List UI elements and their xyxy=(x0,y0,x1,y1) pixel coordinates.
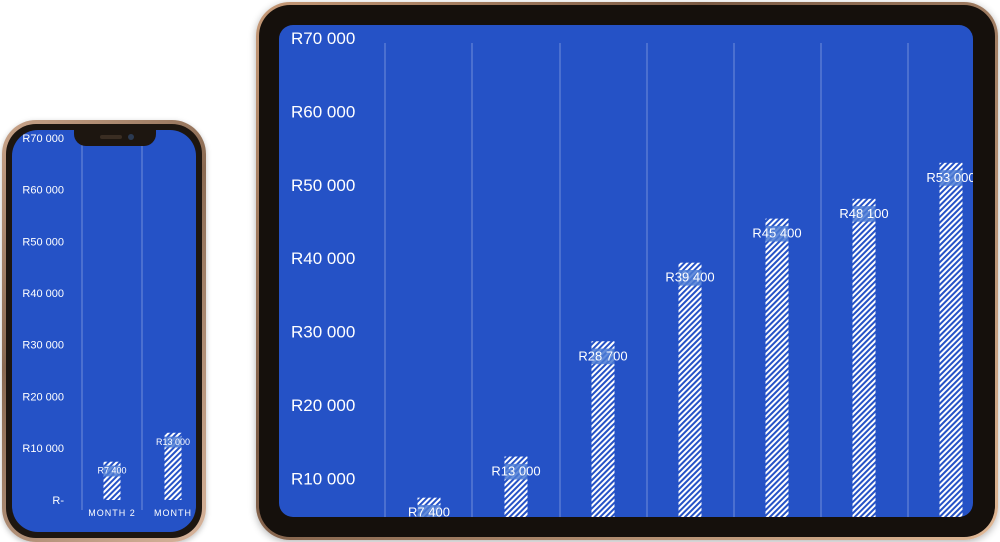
phone-bar-chart: R- R10 000 R20 000 R30 000 R40 000 R50 000 R60… xyxy=(22,130,192,518)
data-label-background xyxy=(417,504,441,517)
data-label: R53 000 xyxy=(926,170,973,185)
data-label-background xyxy=(504,463,528,480)
phone-screen: R- R10 000 R20 000 R30 000 R40 000 R50 000 R60… xyxy=(12,130,196,532)
y-tick-label: R70 000 xyxy=(291,29,355,48)
y-tick-label: R60 000 xyxy=(291,102,355,121)
data-label: R7 400 xyxy=(408,505,450,517)
tablet-bezel: R10 000 R20 000 R30 000 R40 000 R50 000 R60 0… xyxy=(259,5,995,537)
category-label: MONTH 2 xyxy=(88,508,136,518)
data-label: R13 000 xyxy=(491,464,540,479)
phone-bezel: R- R10 000 R20 000 R30 000 R40 000 R50 000 R60… xyxy=(6,124,202,538)
data-label-background xyxy=(852,206,876,222)
data-label: R13 000 xyxy=(156,437,190,447)
data-label-background xyxy=(591,348,615,365)
y-tick-label: R40 000 xyxy=(291,249,355,268)
y-tick-label: R20 000 xyxy=(22,391,64,403)
data-label-background xyxy=(939,170,963,186)
y-tick-label: R- xyxy=(52,495,64,507)
bar xyxy=(164,432,182,500)
y-tick-label: R50 000 xyxy=(22,236,64,248)
phone-device: R- R10 000 R20 000 R30 000 R40 000 R50 000 R60… xyxy=(2,120,206,542)
tablet-screen: R10 000 R20 000 R30 000 R40 000 R50 000 R60 0… xyxy=(279,25,973,517)
y-tick-label: R60 000 xyxy=(22,185,64,197)
y-tick-label: R10 000 xyxy=(291,470,355,489)
data-label: R48 100 xyxy=(839,206,888,221)
data-label: R39 400 xyxy=(665,270,714,285)
camera-icon xyxy=(128,134,134,140)
bar xyxy=(678,262,702,517)
data-label: R7 400 xyxy=(97,466,126,476)
speaker-icon xyxy=(100,135,122,139)
data-label: R28 700 xyxy=(578,348,627,363)
y-tick-label: R40 000 xyxy=(22,288,64,300)
data-label-background xyxy=(765,225,789,242)
bar xyxy=(591,341,615,517)
phone-notch xyxy=(74,130,156,146)
category-label: MONTH xyxy=(154,508,192,518)
y-tick-label: R10 000 xyxy=(22,443,64,455)
tablet-bar-chart: R10 000 R20 000 R30 000 R40 000 R50 000 R60 0… xyxy=(291,29,973,517)
data-label: R45 400 xyxy=(752,226,801,241)
bar xyxy=(939,162,963,517)
y-tick-label: R70 000 xyxy=(22,133,64,145)
bar xyxy=(765,218,789,517)
y-tick-label: R30 000 xyxy=(22,340,64,352)
y-tick-label: R50 000 xyxy=(291,176,355,195)
data-label-background xyxy=(164,436,182,448)
data-label-background xyxy=(678,269,702,286)
tablet-device: R10 000 R20 000 R30 000 R40 000 R50 000 R60 0… xyxy=(256,2,998,540)
y-tick-label: R20 000 xyxy=(291,396,355,415)
bar xyxy=(852,198,876,517)
y-tick-label: R30 000 xyxy=(291,323,355,342)
data-label-background xyxy=(103,465,121,477)
